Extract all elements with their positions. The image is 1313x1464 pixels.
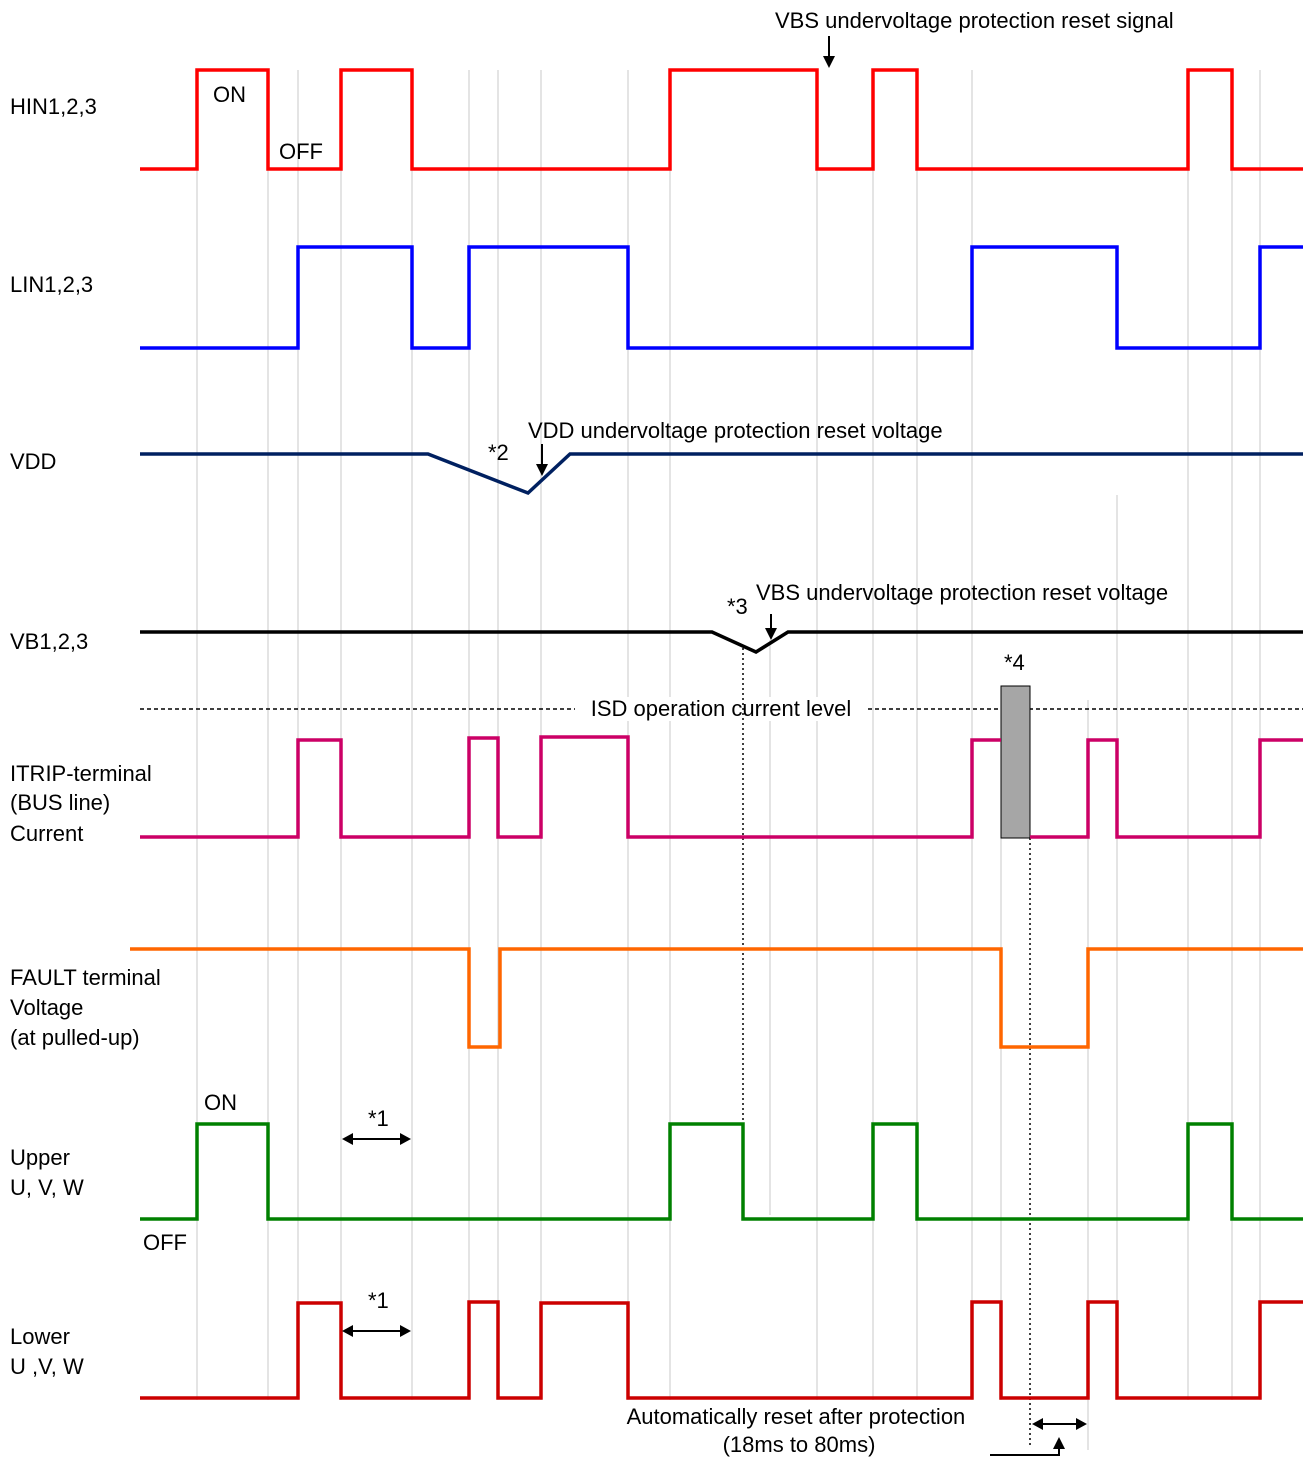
auto-reset-leader-arrow [990,1437,1065,1456]
auto-reset-span-arrow [1032,1418,1087,1430]
itrip-label-line-2: (BUS line) [10,790,110,815]
vbs-reset-signal-arrow [823,36,835,68]
lower-waveform [140,1300,1303,1400]
auto-reset-line-1: Automatically reset after protection [627,1404,966,1429]
note-1-lower-label: *1 [368,1288,389,1313]
upper-label: Upper U, V, W [10,1145,84,1200]
itrip-label: ITRIP-terminal (BUS line) Current [10,761,158,846]
itrip-waveform-tail [1030,738,1303,839]
vbs-reset-voltage-arrow [765,614,777,640]
upper-label-line-1: Upper [10,1145,70,1170]
upper-off-label: OFF [143,1230,187,1255]
note-4-label: *4 [1004,650,1025,675]
fault-label-line-2: Voltage [10,995,83,1020]
guide-lines [196,70,1261,1450]
auto-reset-line-2: (18ms to 80ms) [723,1432,876,1457]
hin-waveform [140,68,1303,171]
upper-label-line-2: U, V, W [10,1175,84,1200]
vb-label-line: VB1,2,3 [10,629,88,654]
vb-waveform [140,630,1303,654]
fault-label-line-3: (at pulled-up) [10,1025,140,1050]
itrip-label-line-1: ITRIP-terminal [10,761,152,786]
note-3-label: *3 [727,594,748,619]
itrip-waveform [140,735,1001,839]
isd-level-label: ISD operation current level [591,696,851,721]
lin-waveform [140,245,1303,350]
itrip-label-line-3: Current [10,821,83,846]
hin-on-label: ON [213,82,246,107]
vbs-reset-voltage-label: VBS undervoltage protection reset voltag… [756,580,1168,605]
fault-label: FAULT terminal Voltage (at pulled-up) [10,965,167,1050]
note-1-upper-label: *1 [368,1106,389,1131]
vdd-label-line: VDD [10,449,56,474]
lower-label-line-1: Lower [10,1324,70,1349]
vb-label: VB1,2,3 [10,629,88,654]
lower-label: Lower U ,V, W [10,1324,84,1379]
vdd-reset-arrow [536,444,548,476]
dead-time-arrow-lower [342,1325,411,1337]
fault-waveform [130,947,1303,1049]
vbs-reset-signal-label: VBS undervoltage protection reset signal [775,8,1174,33]
isd-label-background [575,697,868,721]
hin-label: HIN1,2,3 [10,94,97,119]
isd-block [1000,685,1031,839]
upper-waveform [140,1122,1303,1221]
vdd-label: VDD [10,449,56,474]
hin-off-label: OFF [279,139,323,164]
fault-label-line-1: FAULT terminal [10,965,161,990]
hin-label-line: HIN1,2,3 [10,94,97,119]
lin-label-line: LIN1,2,3 [10,272,93,297]
lower-label-line-2: U ,V, W [10,1354,84,1379]
vdd-waveform [140,452,1303,496]
vdd-reset-voltage-label: VDD undervoltage protection reset voltag… [528,418,943,443]
note-2-label: *2 [488,440,509,465]
auto-reset-label: Automatically reset after protection (18… [627,1404,972,1457]
upper-on-label: ON [204,1090,237,1115]
dead-time-arrow-upper [342,1133,411,1145]
lin-label: LIN1,2,3 [10,272,93,297]
